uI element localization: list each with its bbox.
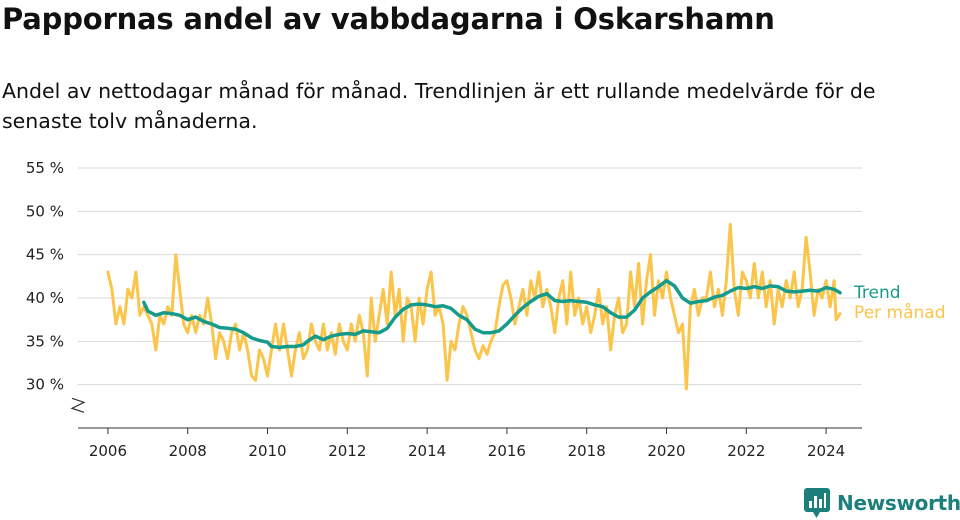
x-tick-label: 2016 — [488, 442, 526, 460]
axis-break-icon — [70, 397, 86, 413]
x-tick-label: 2018 — [568, 442, 606, 460]
x-tick-label: 2022 — [727, 442, 765, 460]
x-tick-label: 2012 — [328, 442, 366, 460]
y-tick-label: 50 % — [26, 202, 64, 220]
brand-name: Newsworthy — [837, 491, 960, 515]
x-tick-label: 2010 — [248, 442, 286, 460]
legend-label-trend: Trend — [853, 283, 901, 303]
y-tick-label: 35 % — [26, 332, 64, 350]
y-axis-ticks: 30 % 35 % 40 % 45 % 50 % 55 % — [26, 159, 64, 394]
series-line-trend — [142, 278, 842, 350]
x-tick-label: 2008 — [169, 442, 207, 460]
brand: Newsworthy — [804, 488, 960, 518]
newsworthy-logo-icon — [804, 488, 830, 518]
series-line-per-manad — [106, 222, 842, 391]
page-title: Pappornas andel av vabbdagarna i Oskarsh… — [2, 2, 775, 36]
x-tick-label: 2020 — [647, 442, 685, 460]
x-axis: 2006 2008 2010 2012 2014 2016 2018 2020 2022 2024 — [70, 397, 862, 460]
y-tick-label: 40 % — [26, 289, 64, 307]
x-tick-label: 2006 — [89, 442, 127, 460]
y-tick-label: 30 % — [26, 376, 64, 394]
x-tick-label: 2014 — [408, 442, 446, 460]
page-subtitle: Andel av nettodagar månad för månad. Tre… — [2, 79, 876, 133]
legend-label-per-manad: Per månad — [854, 302, 945, 323]
y-tick-label: 45 % — [26, 246, 64, 264]
y-tick-label: 55 % — [26, 159, 64, 177]
x-tick-label: 2024 — [807, 442, 845, 460]
series-lines — [106, 222, 842, 391]
